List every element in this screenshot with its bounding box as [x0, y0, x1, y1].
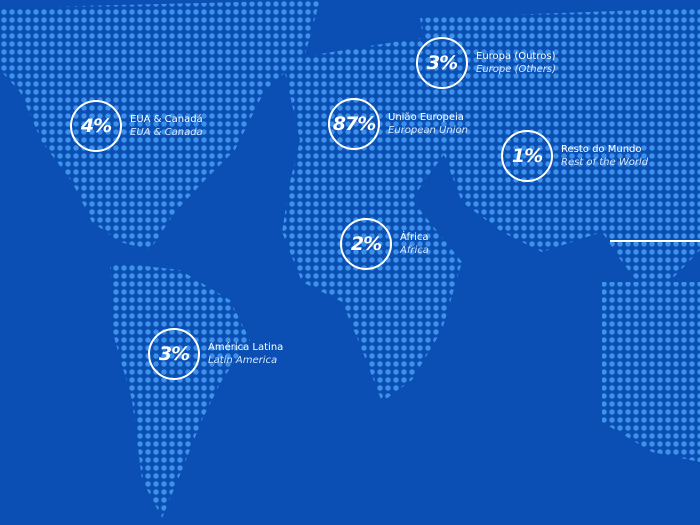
percent-ring: 3%: [148, 328, 200, 380]
label-en: EUA & Canada: [130, 127, 203, 138]
percent-ring: 87%: [328, 98, 380, 150]
divider-line: [610, 240, 700, 242]
stat-usa-canada: 4% EUA & Canadá EUA & Canada: [70, 100, 203, 152]
oceania: [602, 282, 700, 462]
stat-africa: 2% África Africa: [340, 218, 429, 270]
north-america: [0, 0, 320, 250]
percent-ring: 4%: [70, 100, 122, 152]
label-en: Rest of the World: [561, 157, 649, 168]
asia: [420, 8, 700, 300]
label-en: Africa: [400, 245, 429, 256]
stat-latin-america: 3% América Latina Latin America: [148, 328, 283, 380]
label-pt: América Latina: [208, 342, 284, 353]
label-pt: União Europeia: [388, 112, 464, 123]
label-pt: Europa (Outros): [476, 51, 556, 62]
percent-ring: 2%: [340, 218, 392, 270]
label-en: Latin America: [208, 355, 278, 366]
percent-ring: 1%: [501, 130, 553, 182]
label-pt: África: [400, 232, 429, 243]
label-en: Europe (Others): [476, 64, 556, 75]
stat-europe-others: 3% Europa (Outros) Europe (Others): [416, 37, 556, 89]
stat-european-union: 87% União Europeia European Union: [328, 98, 468, 150]
label-en: European Union: [388, 125, 468, 136]
south-america: [110, 262, 250, 518]
percent-ring: 3%: [416, 37, 468, 89]
stat-rest-of-world: 1% Resto do Mundo Rest of the World: [501, 130, 648, 182]
label-pt: Resto do Mundo: [561, 144, 642, 155]
label-pt: EUA & Canadá: [130, 114, 203, 125]
